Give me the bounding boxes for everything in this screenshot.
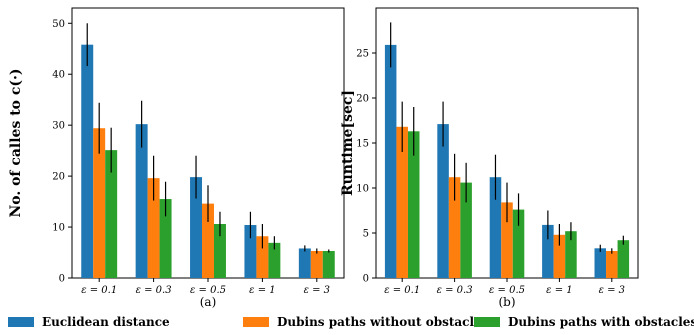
panel-b-bar bbox=[606, 251, 618, 278]
panel-b-ytick-label: 20 bbox=[356, 94, 369, 105]
panel-b-bar bbox=[384, 44, 397, 279]
legend-swatch bbox=[474, 317, 500, 327]
panel-b-bar bbox=[542, 224, 554, 278]
panel-b-bar bbox=[565, 231, 577, 278]
panel-a-xtick-label: ε = 3 bbox=[304, 285, 330, 296]
legend-label: Euclidean distance bbox=[42, 315, 170, 329]
panel-a-bar bbox=[298, 248, 311, 278]
panel-a-bar bbox=[244, 225, 257, 278]
panel-a-bar bbox=[190, 177, 203, 278]
panel-a-bar bbox=[202, 203, 214, 278]
panel-b-ytick-label: 5 bbox=[363, 229, 369, 240]
legend-label: Dubins paths without obstacles bbox=[277, 315, 489, 329]
panel-a-bar bbox=[81, 44, 94, 278]
panel-a-bar bbox=[105, 150, 118, 278]
panel-a-ytick-label: 40 bbox=[52, 70, 65, 81]
panel-a-bar bbox=[322, 251, 335, 278]
panel-b-xtick-label: ε = 1 bbox=[546, 285, 572, 296]
panel-b-bar bbox=[594, 248, 607, 278]
panel-a-bar bbox=[256, 236, 269, 278]
panel-b-xtick-label: ε = 0.3 bbox=[437, 285, 473, 296]
panel-a-xtick-label: ε = 1 bbox=[249, 285, 275, 296]
panel-b-bar bbox=[512, 209, 525, 278]
panel-b-ylabel: Runtime[sec] bbox=[340, 90, 356, 196]
panel-b-label: (b) bbox=[498, 295, 515, 309]
panel-a-ytick-label: 10 bbox=[52, 223, 65, 234]
panel-a-bar bbox=[135, 124, 148, 278]
panel-b-ytick-label: 25 bbox=[356, 49, 369, 60]
panel-b-xtick-label: ε = 0.5 bbox=[489, 285, 525, 296]
panel-a-ytick-label: 20 bbox=[52, 172, 65, 183]
legend-swatch bbox=[243, 317, 269, 327]
panel-a-bar bbox=[213, 224, 226, 278]
panel-b-bar bbox=[460, 182, 472, 278]
legend-swatch bbox=[8, 317, 34, 327]
panel-b-bar bbox=[448, 177, 461, 278]
panel-a-bar bbox=[268, 242, 281, 278]
panel-a-bar bbox=[159, 199, 172, 278]
panel-b-ytick-label: 0 bbox=[363, 274, 369, 285]
panel-a-ytick-label: 50 bbox=[52, 19, 65, 30]
panel-b-xtick-label: ε = 0.1 bbox=[384, 285, 420, 296]
panel-a-ytick-label: 30 bbox=[52, 121, 65, 132]
panel-a-ytick-label: 0 bbox=[59, 274, 65, 285]
panel-a-bar bbox=[147, 178, 160, 278]
panel-a-xtick-label: ε = 0.1 bbox=[81, 285, 117, 296]
panel-a-xtick-label: ε = 0.3 bbox=[136, 285, 172, 296]
panel-b-bar bbox=[617, 240, 630, 278]
panel-b-bar bbox=[501, 202, 513, 278]
panel-b-ytick-label: 15 bbox=[356, 139, 369, 150]
panel-b-bar bbox=[489, 177, 502, 278]
panel-a-xtick-label: ε = 0.5 bbox=[190, 285, 226, 296]
panel-a-ylabel: No. of calles to c(·) bbox=[8, 68, 24, 217]
panel-b-bar bbox=[407, 131, 420, 278]
panel-a-bar bbox=[310, 251, 323, 278]
panel-b-bar bbox=[396, 126, 408, 278]
panel-b-ytick-label: 10 bbox=[356, 184, 369, 195]
panel-a-bar bbox=[93, 128, 106, 278]
panel-b-bar bbox=[437, 124, 449, 278]
panel-b-xtick-label: ε = 3 bbox=[599, 285, 625, 296]
legend-label: Dubins paths with obstacles bbox=[508, 315, 694, 329]
panel-a-label: (a) bbox=[200, 295, 217, 309]
panel-b-bar bbox=[553, 234, 566, 278]
